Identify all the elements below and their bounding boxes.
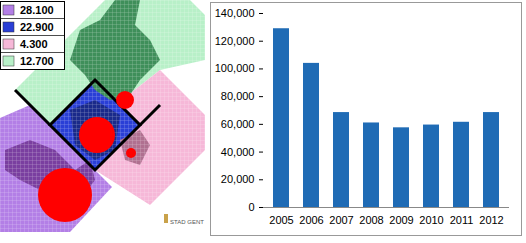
svg-text:2011: 2011 <box>450 214 474 226</box>
svg-text:2009: 2009 <box>389 214 413 226</box>
svg-text:2012: 2012 <box>479 214 503 226</box>
svg-text:0: 0 <box>248 201 254 213</box>
svg-text:2007: 2007 <box>329 214 353 226</box>
svg-text:100,000: 100,000 <box>215 62 255 74</box>
svg-text:2005: 2005 <box>269 214 293 226</box>
svg-text:4.300: 4.300 <box>20 38 48 50</box>
svg-text:12.700: 12.700 <box>20 55 54 67</box>
svg-text:80,000: 80,000 <box>221 90 255 102</box>
svg-text:60,000: 60,000 <box>221 118 255 130</box>
svg-text:20,000: 20,000 <box>221 173 255 185</box>
svg-text:120,000: 120,000 <box>215 35 255 47</box>
svg-text:2008: 2008 <box>359 214 383 226</box>
svg-text:140,000: 140,000 <box>215 7 255 19</box>
svg-text:22.900: 22.900 <box>20 21 54 33</box>
svg-text:2010: 2010 <box>419 214 443 226</box>
svg-text:2006: 2006 <box>299 214 323 226</box>
svg-text:40,000: 40,000 <box>221 146 255 158</box>
svg-text:STAD GENT: STAD GENT <box>170 219 204 225</box>
svg-text:28.100: 28.100 <box>20 4 54 16</box>
